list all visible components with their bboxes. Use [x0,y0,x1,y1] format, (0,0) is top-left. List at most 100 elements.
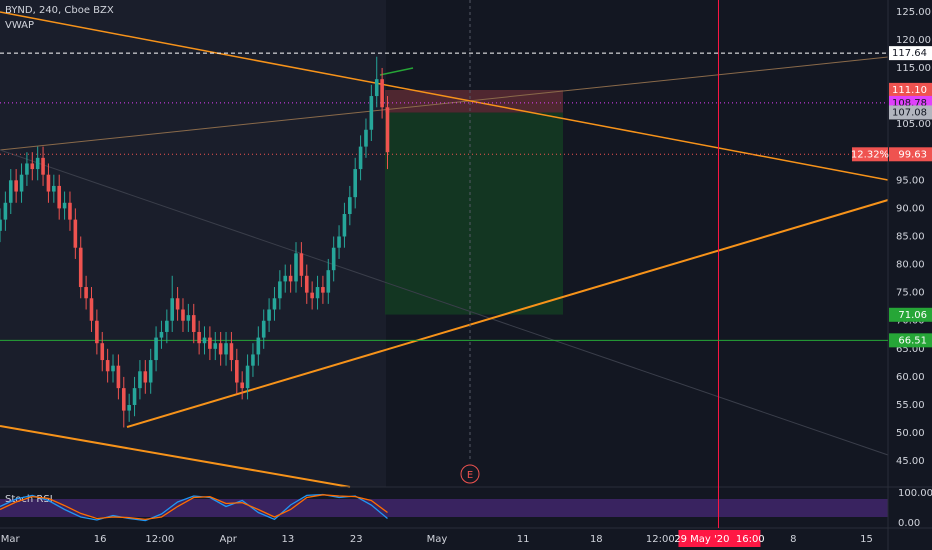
candle-body [8,180,13,203]
price-label: 99.63 [898,149,927,160]
y-tick-label: 125.00 [896,7,931,18]
candle-body [78,247,83,288]
trend-line [379,67,414,76]
y-tick-label: 75.00 [896,288,925,299]
y-tick-label: 50.00 [896,428,925,439]
candle-body [84,287,88,299]
y-tick-label: 55.00 [896,400,925,411]
candle-body [41,157,45,175]
candle-body [353,169,357,198]
candle-body [170,298,175,321]
x-tick-label: 23 [350,534,363,545]
candle-body [261,320,266,338]
earnings-label: E [467,470,473,481]
candle-body [30,163,35,170]
candle-body [358,146,363,170]
candle-body [159,331,164,338]
candle-body [46,174,51,192]
candle-body [374,79,379,97]
price-label-bg [889,147,932,162]
candle-body [35,157,40,170]
price-label-bg [889,105,932,120]
candle-body [138,371,142,389]
x-tick-label: 8 [790,534,796,545]
candle-body [68,202,72,220]
candle-body [165,320,169,332]
session-shade [0,0,386,487]
candle-body [380,79,384,108]
candle-body [337,236,341,248]
x-tick-label: 15 [860,534,873,545]
trend-line [0,425,351,488]
candle-body [331,247,336,271]
candle-body [0,219,2,231]
y-tick-label: 100.00 [898,488,932,499]
stoch-line [0,494,388,521]
candle-body [235,360,239,383]
earnings-marker [460,464,480,484]
candle-body [62,202,67,209]
candle-body [14,180,18,192]
candle-body [278,281,282,299]
candle-body [224,343,228,355]
crosshair-label: 29 May '20 16:00 [674,534,764,545]
price-label: 66.51 [898,335,927,346]
candle-body [127,404,131,411]
y-tick-label: 80.00 [896,260,925,271]
y-tick-label: 90.00 [896,203,925,214]
candle-body [321,287,325,293]
candle-body [315,287,320,299]
y-tick-label: 95.00 [896,175,925,186]
candle-body [73,219,78,248]
price-label: 117.64 [892,48,927,59]
candle-body [181,309,185,321]
y-tick-label: 65.00 [896,344,925,355]
candle-body [310,292,314,299]
candle-body [385,107,390,153]
x-tick-label: 13 [282,534,295,545]
candle-body [342,214,347,237]
candle-body [369,96,374,130]
candle-body [245,365,250,389]
candle-body [229,343,234,361]
candle-body [197,331,201,344]
price-label: 111.10 [892,85,927,96]
x-tick-label: 16 [94,534,107,545]
y-tick-label: 60.00 [896,372,925,383]
candle-body [19,174,24,192]
y-tick-label: 45.00 [896,456,925,467]
candle-body [240,382,244,389]
candle-body [105,360,110,372]
y-tick-label: 120.00 [896,35,931,46]
trend-line [126,199,889,428]
price-label: 108.78 [892,98,927,109]
price-label-bg [889,333,932,348]
x-tick-label: 12:00 [646,534,675,545]
candle-body [89,298,94,321]
candle-body [251,354,255,366]
candle-body [267,309,271,321]
candle-body [52,185,56,192]
candle-body [304,275,309,293]
candle-body [208,337,212,349]
candle-body [294,253,298,282]
candle-body [121,388,126,411]
price-label-bg [889,46,932,61]
candle-body [299,253,304,276]
candle-body [57,185,61,209]
price-label: 71.06 [898,310,927,321]
trend-line [0,56,889,151]
candle-body [100,343,105,361]
candle-body [143,371,148,383]
x-tick-label: Apr [220,534,238,545]
candle-body [288,275,293,282]
candle-body [111,365,115,372]
candle-body [175,298,180,310]
x-tick-label: 11 [517,534,530,545]
y-tick-label: 105.00 [896,119,931,130]
candle-body [364,129,368,147]
candle-body [25,163,29,175]
candle-body [95,320,99,344]
